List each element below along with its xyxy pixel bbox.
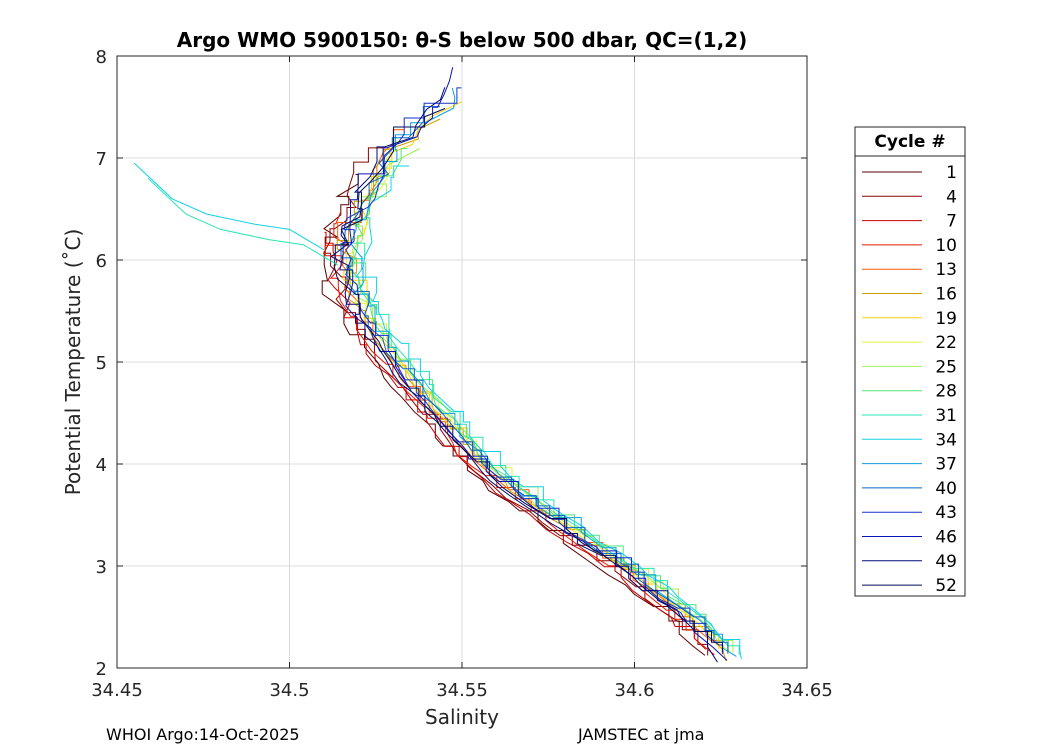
y-tick-label: 7 (96, 149, 107, 170)
x-tick-label: 34.5 (269, 680, 309, 701)
y-tick-label: 8 (96, 47, 107, 68)
series-line-cycle-52 (333, 108, 723, 652)
x-tick-label: 34.6 (614, 680, 654, 701)
legend-label: 13 (935, 260, 957, 280)
chart-title: Argo WMO 5900150: θ-S below 500 dbar, QC… (177, 28, 747, 52)
y-axis-label: Potential Temperature (˚C) (61, 229, 85, 496)
series-line-cycle-1 (321, 174, 706, 656)
series-line-intrusion (133, 162, 325, 251)
footer-right: JAMSTEC at jma (578, 725, 705, 744)
legend: Cycle # 1 4 7 10 13 16 19 22 25 28 31 34 37 40 43 46 49 5… (854, 126, 966, 597)
legend-label: 19 (935, 309, 957, 329)
grid-lines (116, 55, 808, 669)
y-tick-label: 5 (96, 353, 107, 374)
y-tick-label: 6 (96, 251, 107, 272)
legend-label: 22 (935, 333, 957, 353)
x-tick-label: 34.55 (436, 680, 488, 701)
legend-box (854, 126, 966, 597)
series-line-cycle-16 (336, 118, 727, 662)
legend-label: 7 (946, 212, 957, 232)
series-line-cycle-28 (352, 148, 729, 653)
series-line-cycle-37 (350, 87, 737, 657)
legend-label: 1 (946, 163, 957, 183)
series-line-cycle-43 (343, 87, 724, 654)
series-line-cycle-25 (348, 148, 734, 653)
y-tick-label: 3 (96, 557, 107, 578)
legend-label: 10 (935, 236, 957, 256)
legend-title: Cycle # (874, 132, 945, 152)
series-line-cycle-31 (349, 242, 740, 655)
legend-label: 4 (946, 187, 957, 207)
legend-label: 40 (935, 479, 957, 499)
legend-label: 31 (935, 406, 957, 426)
series-line-cycle-13 (337, 129, 723, 655)
x-tick-label: 34.45 (91, 680, 143, 701)
y-tick-label: 2 (96, 659, 107, 680)
y-tick-label: 4 (96, 455, 107, 476)
legend-label: 28 (935, 382, 957, 402)
legend-label: 25 (935, 357, 957, 377)
series-layer (133, 67, 742, 663)
x-axis-label: Salinity (425, 705, 499, 729)
series-line-cycle-40 (340, 106, 729, 654)
x-tick-label: 34.65 (781, 680, 833, 701)
series-line-intrusion-2 (147, 178, 339, 266)
series-line-cycle-34 (355, 165, 742, 660)
legend-label: 52 (935, 576, 957, 596)
legend-label: 34 (935, 430, 957, 450)
legend-label: 16 (935, 285, 957, 305)
legend-label: 46 (935, 528, 957, 548)
legend-label: 37 (935, 455, 957, 475)
legend-label: 49 (935, 552, 957, 572)
legend-label: 43 (935, 503, 957, 523)
tick-layer: 34.45 34.5 34.55 34.6 34.65 2 3 4 5 6 7 8 (91, 47, 833, 701)
series-line-cycle-22 (345, 140, 731, 652)
footer-left: WHOI Argo:14-Oct-2025 (106, 725, 300, 744)
